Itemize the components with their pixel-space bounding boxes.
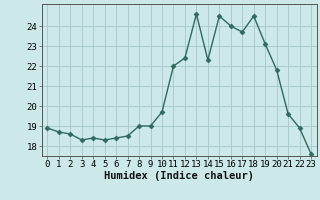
X-axis label: Humidex (Indice chaleur): Humidex (Indice chaleur): [104, 171, 254, 181]
